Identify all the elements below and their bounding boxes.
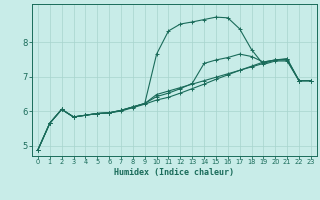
X-axis label: Humidex (Indice chaleur): Humidex (Indice chaleur) [115, 168, 234, 177]
